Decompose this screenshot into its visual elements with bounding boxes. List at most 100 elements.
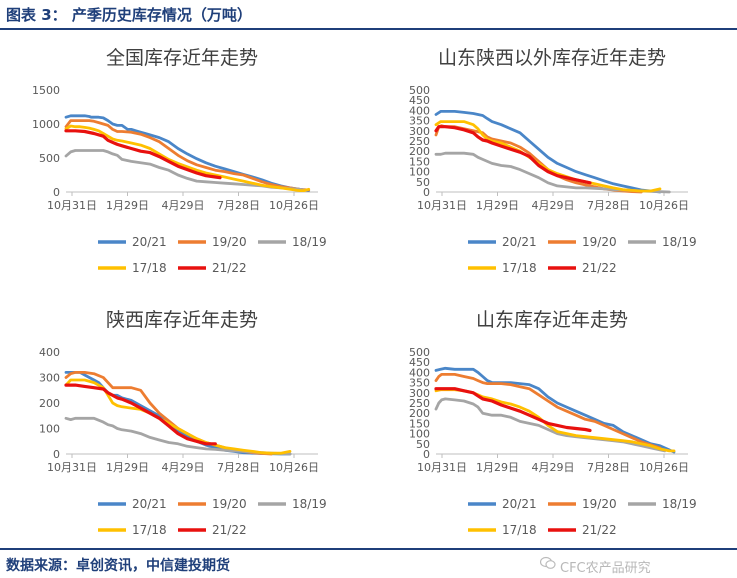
y-tick-label: 0 [423,186,430,199]
legend-label: 17/18 [502,523,537,537]
x-tick-label: 10月31日 [47,199,97,212]
y-tick-label: 100 [39,423,60,436]
legend-label: 19/20 [582,235,617,249]
chart-title: 山东库存近年走势 [476,309,628,331]
series-line-20-21 [434,366,676,454]
x-tick-label: 10月26日 [639,199,689,212]
x-tick-label: 10月26日 [269,199,319,212]
chart-other-regions-inventory: 山东陕西以外库存近年走势 0 50 100 150 200 250 300 350 400 450 5… [378,34,723,296]
x-tick-label: 10月26日 [639,461,689,474]
x-tick-label: 7月28日 [217,199,260,212]
y-tick-label: 200 [409,145,430,158]
y-tick-label: 1500 [32,84,60,97]
legend-label: 18/19 [292,497,327,511]
x-tick-label: 4月29日 [162,199,205,212]
legend-label: 18/19 [662,497,697,511]
legend-label: 20/21 [502,235,537,249]
x-tick-label: 7月28日 [587,199,630,212]
y-tick-label: 500 [39,152,60,165]
x-tick-label: 4月29日 [532,199,575,212]
legend-label: 21/22 [212,523,247,537]
series-line-19-20 [64,119,311,192]
x-tick-label: 10月31日 [417,199,467,212]
chart-title: 山东陕西以外库存近年走势 [438,47,666,69]
y-tick-label: 300 [409,387,430,400]
y-tick-label: 0 [53,186,60,199]
y-tick-label: 250 [409,135,430,148]
chart-svg: 全国库存近年走势 0 500 1000 1500 10月31日 1月29日 4月29日 7月28… [32,47,327,275]
series-line-21-22 [434,387,592,433]
y-tick-label: 300 [39,372,60,385]
legend-label: 20/21 [502,497,537,511]
x-tick-label: 7月28日 [587,461,630,474]
y-tick-label: 50 [416,438,430,451]
legend-label: 17/18 [502,261,537,275]
y-tick-label: 300 [409,125,430,138]
y-tick-label: 400 [409,366,430,379]
series-line-21-22 [64,383,217,446]
y-tick-label: 150 [409,417,430,430]
chart-svg: 山东陕西以外库存近年走势 0501001502002503003504004505… [409,47,697,275]
series-line-20-21 [434,110,662,194]
y-tick-label: 250 [409,397,430,410]
y-tick-label: 500 [409,84,430,97]
x-tick-label: 1月29日 [106,199,149,212]
y-tick-label: 150 [409,155,430,168]
legend-label: 21/22 [582,261,617,275]
x-tick-label: 1月29日 [106,461,149,474]
y-tick-label: 50 [416,176,430,189]
y-tick-label: 450 [409,94,430,107]
legend-label: 20/21 [132,497,167,511]
x-tick-label: 1月29日 [476,199,519,212]
x-tick-label: 7月28日 [217,461,260,474]
legend-label: 21/22 [212,261,247,275]
legend-label: 18/19 [662,235,697,249]
chart-shaanxi-inventory: 陕西库存近年走势 0 100 200 300 400 10月31日 1月29日 4月29日 7月2… [8,296,353,558]
x-tick-label: 1月29日 [476,461,519,474]
report-footer: 数据来源：卓创资讯，中信建投期货 CFC农产品研究 [0,548,737,578]
x-tick-label: 4月29日 [532,461,575,474]
y-tick-label: 350 [409,115,430,128]
y-tick-label: 100 [409,166,430,179]
legend-label: 19/20 [212,235,247,249]
data-source: 数据来源：卓创资讯，中信建投期货 [6,558,230,574]
series-line-17-18 [64,124,311,193]
series-line-21-22 [64,129,222,180]
x-tick-label: 4月29日 [162,461,205,474]
wechat-icon [540,556,556,569]
chart-svg: 陕西库存近年走势 0 100 200 300 400 10月31日 1月29日 4月29日 7月2… [39,309,327,537]
legend-label: 17/18 [132,261,167,275]
y-tick-label: 0 [423,448,430,461]
watermark: CFC农产品研究 [560,561,651,576]
x-tick-label: 10月31日 [47,461,97,474]
series-line-21-22 [434,125,592,185]
series-line-19-20 [434,373,662,450]
y-tick-label: 450 [409,356,430,369]
figure-title: 图表 3： 产季历史库存情况（万吨） [6,6,252,24]
legend-label: 19/20 [212,497,247,511]
chart-shandong-inventory: 山东库存近年走势 0 50 100 150 200 250 300 350 400 450 500 10… [378,296,723,558]
chart-title: 陕西库存近年走势 [106,309,258,331]
legend-label: 21/22 [582,523,617,537]
y-tick-label: 1000 [32,118,60,131]
legend-label: 19/20 [582,497,617,511]
chart-national-inventory: 全国库存近年走势 0 500 1000 1500 10月31日 1月29日 4月29日 7月28… [8,34,353,296]
y-tick-label: 400 [409,104,430,117]
y-tick-label: 0 [53,448,60,461]
report-header: 图表 3： 产季历史库存情况（万吨） [0,0,737,30]
y-tick-label: 100 [409,428,430,441]
y-tick-label: 200 [39,397,60,410]
y-tick-label: 350 [409,377,430,390]
legend-label: 20/21 [132,235,167,249]
series-line-18-19 [64,416,292,456]
series-line-20-21 [64,114,311,193]
chart-title: 全国库存近年走势 [106,47,258,69]
legend-label: 17/18 [132,523,167,537]
x-tick-label: 10月26日 [269,461,319,474]
x-tick-label: 10月31日 [417,461,467,474]
y-tick-label: 200 [409,407,430,420]
y-tick-label: 500 [409,346,430,359]
y-tick-label: 400 [39,346,60,359]
series-line-17-18 [64,378,292,455]
